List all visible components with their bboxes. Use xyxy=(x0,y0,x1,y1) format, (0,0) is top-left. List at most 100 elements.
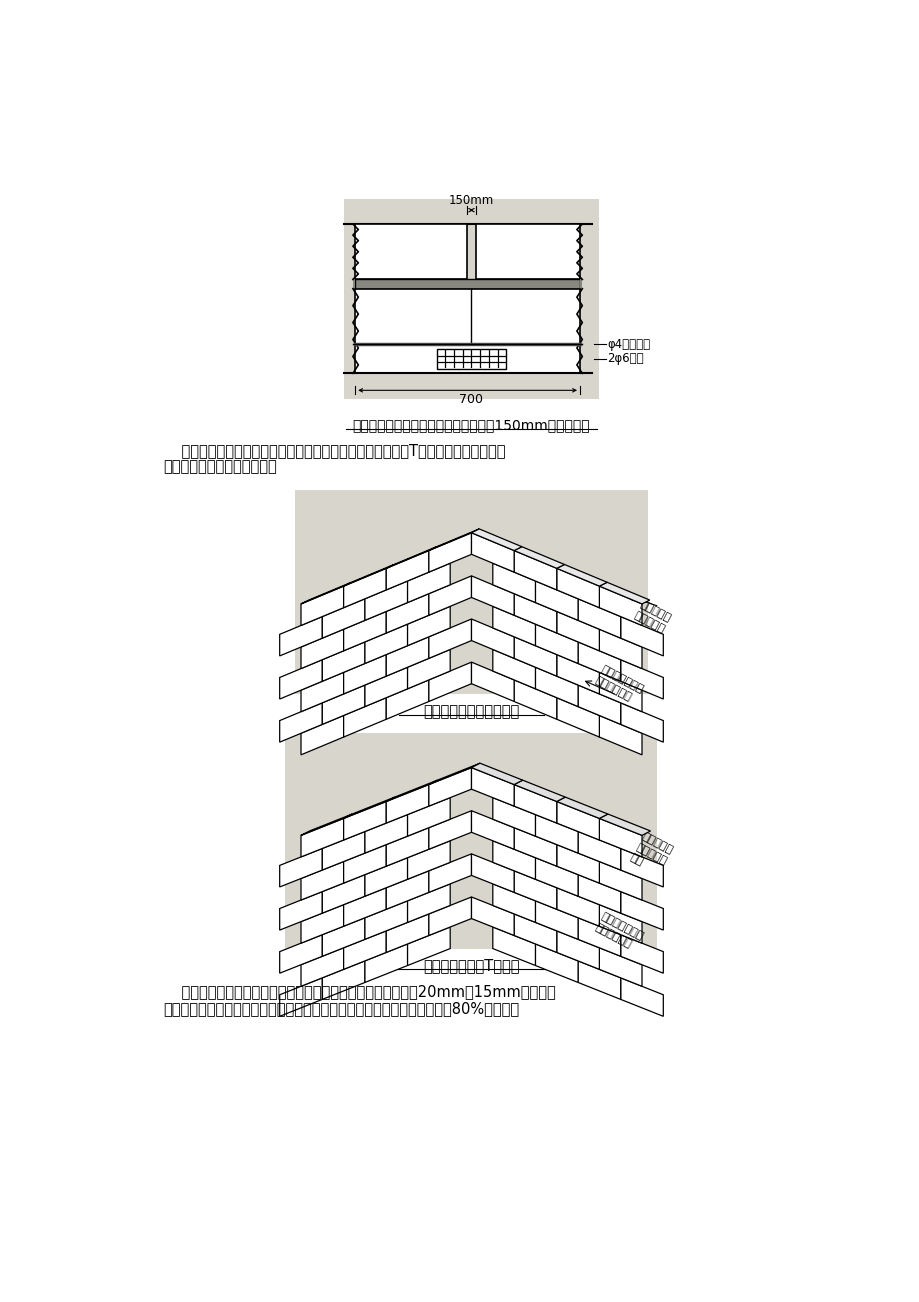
Polygon shape xyxy=(301,862,344,900)
Polygon shape xyxy=(535,901,577,939)
Polygon shape xyxy=(279,660,322,699)
Polygon shape xyxy=(344,698,386,737)
Polygon shape xyxy=(386,594,428,633)
Polygon shape xyxy=(535,624,577,664)
Polygon shape xyxy=(322,599,365,638)
Polygon shape xyxy=(471,618,514,659)
Polygon shape xyxy=(344,888,386,926)
Polygon shape xyxy=(471,763,522,785)
Text: 烧结普通砖、多
孔砖或混凝土: 烧结普通砖、多 孔砖或混凝土 xyxy=(593,664,644,706)
Polygon shape xyxy=(386,551,428,590)
Polygon shape xyxy=(620,935,663,973)
Polygon shape xyxy=(514,547,564,569)
Polygon shape xyxy=(279,892,322,930)
Polygon shape xyxy=(493,841,535,879)
Polygon shape xyxy=(365,901,407,939)
Polygon shape xyxy=(493,564,535,603)
Polygon shape xyxy=(514,871,556,909)
Polygon shape xyxy=(514,785,556,823)
Text: 砌块墙的转角处，应隔皮纵、横墙砌块相互搭砌。砌块墙的T字交接处，应使横墙砌: 砌块墙的转角处，应隔皮纵、横墙砌块相互搭砌。砌块墙的T字交接处，应使横墙砌 xyxy=(163,443,505,458)
Polygon shape xyxy=(386,828,428,866)
Polygon shape xyxy=(365,667,407,707)
Polygon shape xyxy=(301,819,344,857)
Polygon shape xyxy=(344,802,386,840)
Polygon shape xyxy=(535,944,577,983)
Text: 块隔皮断面露头。详见下图。: 块隔皮断面露头。详见下图。 xyxy=(163,460,277,475)
Polygon shape xyxy=(344,931,386,970)
Polygon shape xyxy=(428,618,471,659)
Polygon shape xyxy=(577,918,620,956)
Polygon shape xyxy=(471,854,514,892)
Polygon shape xyxy=(471,897,514,935)
Polygon shape xyxy=(407,884,449,922)
Bar xyxy=(285,733,657,949)
Polygon shape xyxy=(386,780,437,802)
Polygon shape xyxy=(301,586,344,625)
Polygon shape xyxy=(556,698,598,737)
Polygon shape xyxy=(301,814,352,836)
Polygon shape xyxy=(535,667,577,707)
Polygon shape xyxy=(365,581,407,620)
Polygon shape xyxy=(493,650,535,689)
Polygon shape xyxy=(386,637,428,676)
Polygon shape xyxy=(493,607,535,646)
Polygon shape xyxy=(514,780,564,802)
Polygon shape xyxy=(514,637,556,676)
Polygon shape xyxy=(301,948,344,987)
Text: 150mm: 150mm xyxy=(448,194,494,207)
Polygon shape xyxy=(577,961,620,1000)
Polygon shape xyxy=(386,547,437,569)
Polygon shape xyxy=(365,858,407,896)
Polygon shape xyxy=(471,529,521,551)
Polygon shape xyxy=(514,551,556,590)
Polygon shape xyxy=(428,663,471,702)
Polygon shape xyxy=(471,768,514,806)
Polygon shape xyxy=(620,617,663,656)
Polygon shape xyxy=(556,931,598,970)
Polygon shape xyxy=(407,841,449,879)
Polygon shape xyxy=(471,575,514,616)
Bar xyxy=(355,280,579,289)
Polygon shape xyxy=(556,797,607,819)
Polygon shape xyxy=(279,703,322,742)
Polygon shape xyxy=(428,533,471,572)
Polygon shape xyxy=(386,785,428,823)
Polygon shape xyxy=(407,650,449,689)
Polygon shape xyxy=(620,703,663,742)
Polygon shape xyxy=(279,935,322,973)
Polygon shape xyxy=(471,811,514,849)
Text: 蒸压加气混凝土砌体的竖向灰缝宽度和水平灰缝厚度宜分别为20mm和15mm。灰缝应: 蒸压加气混凝土砌体的竖向灰缝宽度和水平灰缝厚度宜分别为20mm和15mm。灰缝应 xyxy=(163,984,555,999)
Polygon shape xyxy=(514,594,556,633)
Polygon shape xyxy=(365,815,407,853)
Polygon shape xyxy=(322,685,365,724)
Polygon shape xyxy=(322,875,365,913)
Polygon shape xyxy=(598,862,641,900)
Polygon shape xyxy=(598,716,641,755)
Polygon shape xyxy=(279,617,322,656)
Polygon shape xyxy=(514,914,556,953)
Polygon shape xyxy=(428,811,471,849)
Polygon shape xyxy=(428,575,471,616)
Text: 700: 700 xyxy=(459,393,483,406)
Polygon shape xyxy=(407,927,449,966)
Polygon shape xyxy=(344,845,386,883)
Polygon shape xyxy=(556,655,598,694)
Polygon shape xyxy=(620,978,663,1017)
Polygon shape xyxy=(386,914,428,953)
Polygon shape xyxy=(386,871,428,909)
Polygon shape xyxy=(620,892,663,930)
Polygon shape xyxy=(344,612,386,651)
Text: 横平竖直、砂浆饱满，正、反手墙面均宜进行勾缝。砂浆的饱满度不得小于80%。横向灰: 横平竖直、砂浆饱满，正、反手墙面均宜进行勾缝。砂浆的饱满度不得小于80%。横向灰 xyxy=(163,1001,518,1016)
Polygon shape xyxy=(556,802,598,840)
Polygon shape xyxy=(620,660,663,699)
Polygon shape xyxy=(493,927,535,966)
Polygon shape xyxy=(598,629,641,669)
Polygon shape xyxy=(577,875,620,913)
Polygon shape xyxy=(514,680,556,719)
Polygon shape xyxy=(344,565,393,586)
Polygon shape xyxy=(556,845,598,883)
Polygon shape xyxy=(598,905,641,943)
Text: 2φ6钢筋: 2φ6钢筋 xyxy=(607,353,643,366)
Polygon shape xyxy=(598,582,649,604)
Polygon shape xyxy=(620,849,663,887)
